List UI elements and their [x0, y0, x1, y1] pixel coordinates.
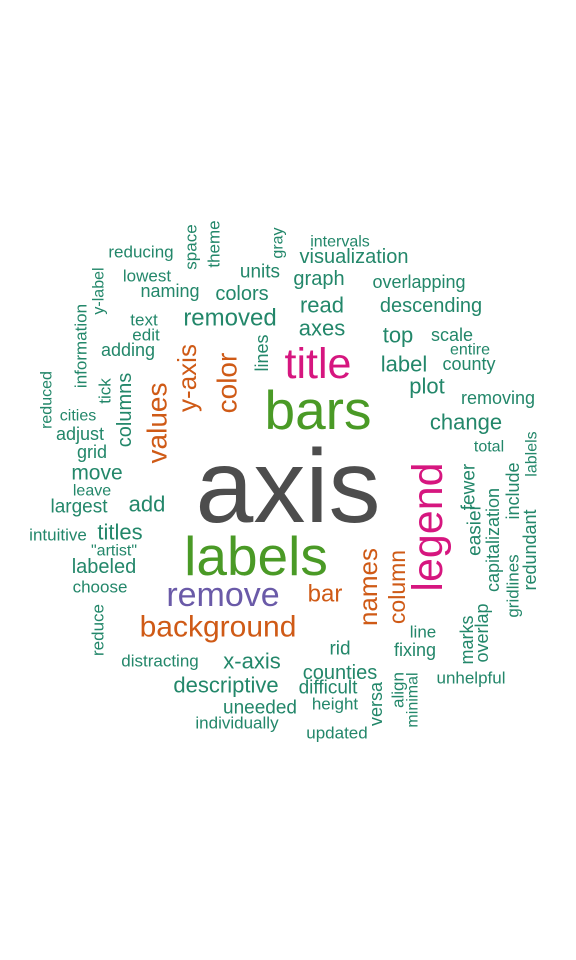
word-y-axis: y-axis — [172, 344, 202, 412]
word-largest: largest — [50, 497, 108, 518]
word-reducing: reducing — [108, 243, 173, 262]
word-fewer: fewer — [459, 463, 480, 510]
word-title: title — [285, 340, 352, 388]
word-cities: cities — [60, 408, 96, 425]
word-easier: easier — [465, 503, 486, 555]
word-add: add — [129, 492, 166, 517]
word-descending: descending — [380, 295, 482, 317]
word-plot: plot — [409, 374, 444, 399]
word-text: text — [130, 311, 158, 330]
word-capitalization: capitalization — [483, 488, 503, 592]
word-lowest: lowest — [123, 267, 171, 286]
word-column: column — [384, 550, 410, 624]
word-units: units — [240, 262, 280, 283]
word-values: values — [142, 383, 173, 464]
word-intervals: intervals — [310, 234, 370, 251]
word-x-axis: x-axis — [223, 649, 280, 674]
word-marks: marks — [457, 616, 477, 665]
word-names: names — [353, 548, 383, 626]
word-information: information — [72, 304, 91, 388]
word-label: label — [381, 352, 427, 377]
word-colors: colors — [215, 283, 268, 305]
word-county: county — [442, 354, 495, 374]
word-columns: columns — [114, 373, 136, 447]
word-adding: adding — [101, 340, 155, 360]
word-change: change — [430, 410, 502, 435]
word-leave: leave — [73, 483, 111, 500]
word-labeled: labeled — [72, 556, 137, 578]
word-grid: grid — [77, 442, 107, 462]
word-reduce: reduce — [89, 604, 108, 656]
word-gridlines: gridlines — [504, 554, 523, 617]
word-remove: remove — [166, 576, 279, 614]
word-choose: choose — [73, 578, 128, 597]
word-naming: naming — [140, 281, 199, 301]
word-space: space — [182, 224, 201, 269]
word-read: read — [300, 293, 344, 318]
word-fixing: fixing — [394, 640, 436, 660]
word-removed: removed — [183, 305, 276, 332]
word-bars: bars — [265, 379, 372, 441]
word-overlap: overlap — [472, 603, 492, 662]
word-overlapping: overlapping — [372, 272, 465, 292]
word-descriptive: descriptive — [173, 673, 278, 698]
word-entire: entire — [450, 342, 490, 359]
word-total: total — [474, 439, 504, 456]
word-difficult: difficult — [299, 678, 359, 699]
word-top: top — [383, 323, 414, 348]
word-minimal: minimal — [405, 672, 422, 727]
word-tick: tick — [96, 378, 115, 404]
word-uneeded: uneeded — [223, 698, 297, 719]
word-align: align — [389, 672, 408, 708]
word-labels: labels — [184, 525, 328, 587]
word-color: color — [212, 353, 243, 414]
word-bar: bar — [308, 581, 343, 608]
word-artist: "artist" — [91, 543, 137, 560]
word-height: height — [312, 695, 359, 714]
word-edit: edit — [132, 326, 160, 345]
word-gray: gray — [270, 227, 287, 258]
word-individually: individually — [195, 714, 279, 733]
word-legend: legend — [404, 462, 452, 591]
word-removing: removing — [461, 388, 535, 408]
word-axes: axes — [299, 316, 345, 341]
word-redundant: redundant — [520, 509, 540, 590]
word-axis: axis — [196, 429, 381, 545]
word-titles: titles — [97, 520, 142, 545]
word-line: line — [410, 623, 436, 642]
word-lablels: lablels — [524, 431, 541, 476]
word-rid: rid — [329, 639, 350, 660]
word-graph: graph — [293, 268, 344, 290]
word-y-label: y-label — [91, 267, 108, 314]
word-unhelpful: unhelpful — [436, 669, 505, 688]
word-scale: scale — [431, 325, 473, 345]
word-include: include — [503, 462, 523, 519]
word-reduced: reduced — [39, 371, 56, 429]
word-lines: lines — [252, 334, 272, 371]
word-distracting: distracting — [121, 652, 198, 671]
word-versa: versa — [366, 681, 386, 726]
word-updated: updated — [306, 724, 367, 743]
word-visualization: visualization — [300, 246, 409, 268]
word-theme: theme — [205, 220, 224, 267]
word-counties: counties — [303, 662, 378, 684]
word-intuitive: intuitive — [29, 526, 87, 545]
word-background: background — [140, 611, 297, 644]
word-adjust: adjust — [56, 424, 104, 444]
word-move: move — [71, 462, 122, 485]
